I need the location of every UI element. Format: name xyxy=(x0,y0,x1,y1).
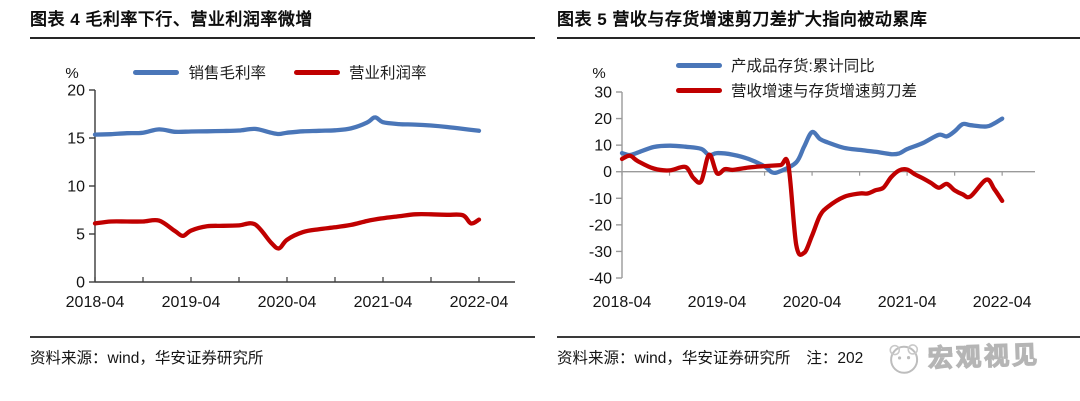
svg-text:20: 20 xyxy=(67,83,85,100)
chart5-line-chart: -40 -30 -20 -10 0 10 20 30 2018-04 2019-04 2020-04… xyxy=(589,65,1035,311)
legend-item: 销售毛利率 xyxy=(133,61,266,83)
source-text: 资料来源：wind，华安证券研究所 xyxy=(30,350,264,367)
chart5-legend: 产成品存货:累计同比营收增速与存货增速剪刀差 xyxy=(676,54,917,101)
source-text: 资料来源：wind，华安证券研究所 xyxy=(557,350,791,367)
svg-text:0: 0 xyxy=(603,164,612,181)
legend-line-swatch xyxy=(294,69,340,75)
legend-label: 营收增速与存货增速剪刀差 xyxy=(731,83,918,100)
svg-text:2018-04: 2018-04 xyxy=(66,294,125,311)
chart5-title: 图表 5 营收与存货增速剪刀差扩大指向被动累库 xyxy=(557,5,1080,39)
svg-text:2022-04: 2022-04 xyxy=(450,294,509,311)
svg-text:2019-04: 2019-04 xyxy=(688,294,747,311)
svg-text:2019-04: 2019-04 xyxy=(162,294,221,311)
svg-text:%: % xyxy=(65,65,78,82)
chart4-legend: 销售毛利率 营业利润率 xyxy=(30,61,530,83)
svg-text:-30: -30 xyxy=(589,244,612,261)
chart4-title: 图表 4 毛利率下行、营业利润率微增 xyxy=(30,5,535,39)
chart4-line-chart: 0 5 10 15 20 2018-04 2019-04 2020-04 2021-04 2022… xyxy=(65,65,515,311)
legend-line-swatch xyxy=(133,69,180,75)
legend-line-swatch xyxy=(676,62,722,68)
svg-text:%: % xyxy=(592,65,605,82)
legend-label: 产成品存货:累计同比 xyxy=(731,58,875,75)
svg-text:15: 15 xyxy=(67,131,85,148)
svg-text:-40: -40 xyxy=(589,271,612,288)
svg-text:5: 5 xyxy=(76,227,85,244)
note-text: 注：202 xyxy=(806,350,864,367)
legend-line-swatch xyxy=(676,87,722,93)
svg-text:20: 20 xyxy=(594,111,612,128)
svg-text:2020-04: 2020-04 xyxy=(258,294,317,311)
svg-text:-10: -10 xyxy=(589,191,612,208)
svg-text:2018-04: 2018-04 xyxy=(593,294,652,311)
chart5-source: 资料来源：wind，华安证券研究所 注：202 xyxy=(557,336,1080,368)
legend-item: 营业利润率 xyxy=(294,61,427,83)
svg-text:30: 30 xyxy=(594,85,612,102)
svg-text:2020-04: 2020-04 xyxy=(783,294,842,311)
svg-text:-20: -20 xyxy=(589,217,612,234)
legend-item: 产成品存货:累计同比 xyxy=(676,54,917,76)
svg-text:10: 10 xyxy=(67,179,85,196)
legend-label: 销售毛利率 xyxy=(188,65,266,82)
svg-text:10: 10 xyxy=(594,138,612,155)
svg-text:2021-04: 2021-04 xyxy=(878,294,937,311)
legend-label: 营业利润率 xyxy=(349,65,427,82)
svg-text:2021-04: 2021-04 xyxy=(354,294,413,311)
legend-item: 营收增速与存货增速剪刀差 xyxy=(676,79,917,101)
svg-text:2022-04: 2022-04 xyxy=(973,294,1032,311)
svg-text:0: 0 xyxy=(76,275,85,292)
chart4-source: 资料来源：wind，华安证券研究所 xyxy=(30,336,535,368)
